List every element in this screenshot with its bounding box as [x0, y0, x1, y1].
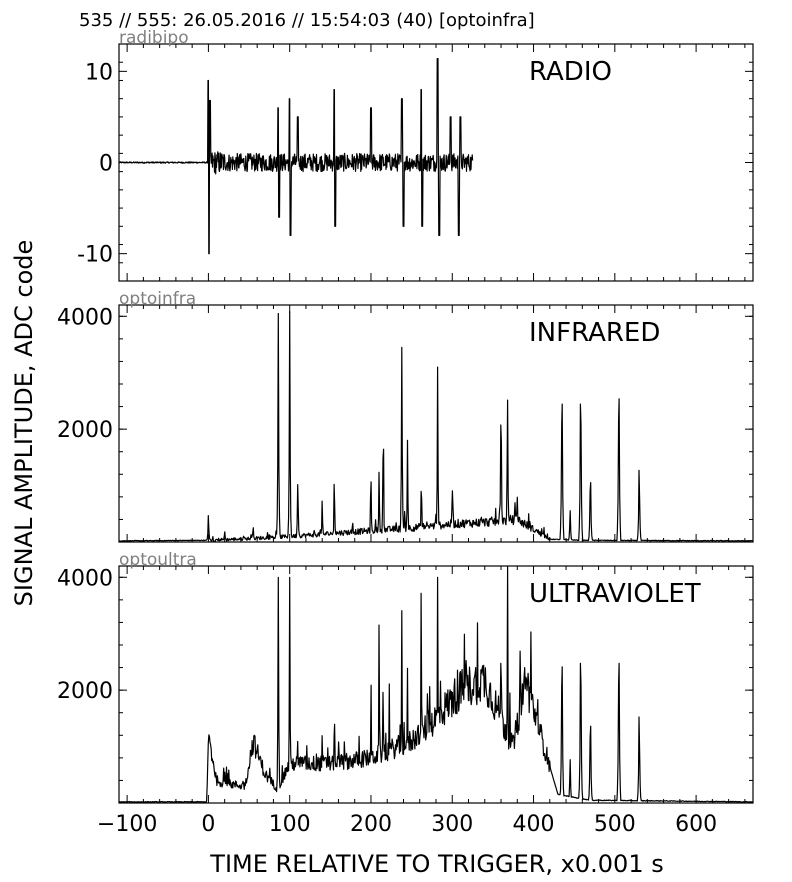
signal-trace	[118, 311, 754, 543]
y-tick-label: 2000	[57, 679, 113, 704]
x-tick-label: 500	[594, 812, 636, 837]
figure-header: 535 // 555: 26.05.2016 // 15:54:03 (40) …	[79, 10, 535, 31]
x-tick-label: 400	[513, 812, 555, 837]
y-tick-label: 10	[85, 60, 113, 85]
panel-title: ULTRAVIOLET	[529, 579, 701, 609]
x-axis-label: TIME RELATIVE TO TRIGGER, x0.001 s	[209, 850, 663, 878]
y-tick-label: 2000	[57, 418, 113, 443]
x-tick-label: 100	[269, 812, 311, 837]
sensor-label: radibipo	[119, 28, 189, 48]
panel-title: INFRARED	[529, 318, 660, 348]
x-tick-label: 200	[350, 812, 392, 837]
x-tick-label: 600	[675, 812, 717, 837]
y-tick-label: 0	[99, 152, 113, 177]
panel-infrared: optoinfra INFRARED 2000 4000	[57, 289, 754, 543]
y-tick-label: -10	[77, 243, 113, 268]
y-axis-label: SIGNAL AMPLITUDE, ADC code	[10, 240, 38, 607]
signal-trace	[119, 565, 754, 803]
panel-title: RADIO	[529, 57, 612, 87]
x-tick-label: −100	[97, 812, 157, 837]
panel-ultraviolet: optoultra ULTRAVIOLET 2000 4000	[57, 550, 754, 804]
signal-trace	[118, 58, 474, 255]
panel-radio: radibipo RADIO -10 0 10	[77, 28, 754, 282]
y-tick-label: 4000	[57, 566, 113, 591]
sensor-label: optoinfra	[119, 289, 196, 309]
y-tick-label: 4000	[57, 305, 113, 330]
x-tick-label: 300	[431, 812, 473, 837]
x-tick-label: 0	[201, 812, 215, 837]
sensor-label: optoultra	[119, 550, 197, 570]
